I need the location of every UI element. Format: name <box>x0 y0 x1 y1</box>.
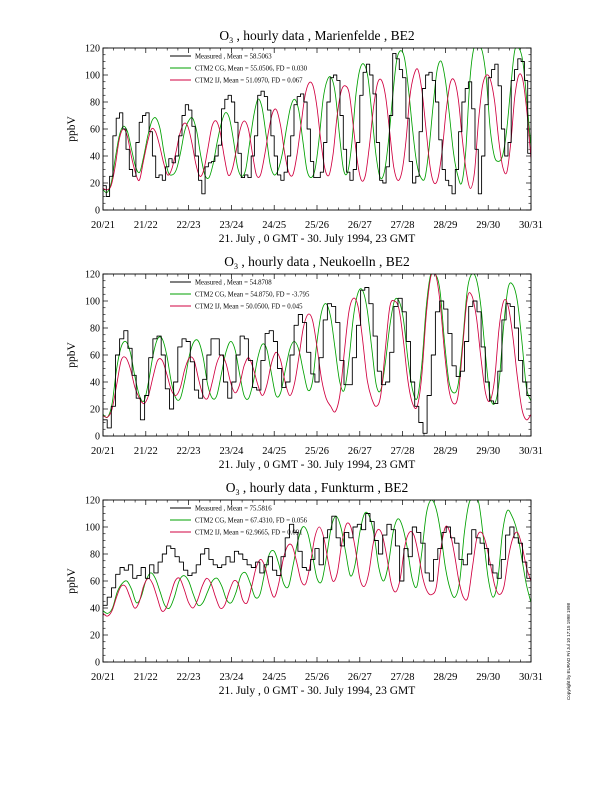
x-tick-label: 28/29 <box>433 446 457 457</box>
y-tick-label: 0 <box>95 658 100 669</box>
legend-label: CTM2 CG, Mean = 55.0506, FD = 0.030 <box>195 66 308 73</box>
legend: Measured , Mean = 54.8708 CTM2 CG, Mean =… <box>170 280 310 311</box>
x-tick-label: 28/29 <box>433 672 457 683</box>
y-axis-label: ppbV <box>66 568 78 594</box>
y-tick-label: 20 <box>90 405 100 416</box>
x-tick-label: 28/29 <box>433 220 457 231</box>
x-tick-label: 29/30 <box>476 446 500 457</box>
y-tick-label: 120 <box>85 44 100 55</box>
y-axis-label: ppbV <box>66 116 78 142</box>
series-line-ctm2-cg <box>103 48 531 194</box>
series-line-measured <box>103 513 531 606</box>
chart-panel-2: O3 , hourly data , Neukoelln , BE2 0 20 40 6… <box>66 254 543 471</box>
legend-label: Measured , Mean = 75.5816 <box>195 506 272 513</box>
y-tick-label: 80 <box>90 324 100 335</box>
x-tick-label: 25/26 <box>305 220 329 231</box>
x-tick-label: 24/25 <box>262 446 286 457</box>
y-tick-label: 80 <box>90 550 100 561</box>
y-tick-label: 20 <box>90 631 100 642</box>
x-tick-label: 25/26 <box>305 672 329 683</box>
x-axis-label: 21. July , 0 GMT - 30. July 1994, 23 GMT <box>219 685 416 697</box>
x-tick-label: 30/31 <box>519 446 543 457</box>
series-line-measured <box>103 287 531 434</box>
x-tick-label: 21/22 <box>134 672 158 683</box>
plot-area <box>103 500 531 617</box>
legend-label: CTM2 IJ, Mean = 50.0500, FD = 0.045 <box>195 304 303 311</box>
x-tick-label: 20/21 <box>91 446 115 457</box>
x-tick-label: 27/28 <box>391 446 415 457</box>
x-tick-label: 23/24 <box>219 446 244 457</box>
x-tick-label: 27/28 <box>391 672 415 683</box>
x-tick-label: 21/22 <box>134 220 158 231</box>
x-tick-label: 30/31 <box>519 672 543 683</box>
y-tick-label: 100 <box>85 297 100 308</box>
series-line-ctm2-ij <box>103 68 531 191</box>
y-tick-label: 120 <box>85 496 100 507</box>
legend-label: Measured , Mean = 54.8708 <box>195 280 272 287</box>
y-tick-label: 120 <box>85 270 100 281</box>
chart-panel-1: O3 , hourly data , Marienfelde , BE2 0 20 4… <box>66 28 543 245</box>
chart-panel-3: O3 , hourly data , Funkturm , BE2 0 20 40 60… <box>66 480 543 697</box>
legend-label: Measured , Mean = 58.5063 <box>195 54 272 61</box>
y-tick-label: 40 <box>90 604 100 615</box>
y-tick-label: 60 <box>90 351 100 362</box>
x-tick-label: 29/30 <box>476 220 500 231</box>
series-line-ctm2-ij <box>103 522 531 617</box>
x-tick-label: 26/27 <box>348 446 372 457</box>
x-axis-label: 21. July , 0 GMT - 30. July 1994, 23 GMT <box>219 459 416 471</box>
plot-frame <box>102 499 532 663</box>
legend-label: CTM2 IJ, Mean = 51.0970, FD = 0.067 <box>195 78 303 85</box>
x-axis-label: 21. July , 0 GMT - 30. July 1994, 23 GMT <box>219 233 416 245</box>
chart-title: O3 , hourly data , Neukoelln , BE2 <box>224 254 409 271</box>
x-tick-label: 20/21 <box>91 220 115 231</box>
x-tick-label: 27/28 <box>391 220 415 231</box>
x-tick-label: 29/30 <box>476 672 500 683</box>
y-tick-label: 100 <box>85 71 100 82</box>
series-line-ctm2-cg <box>103 500 531 614</box>
x-tick-label: 20/21 <box>91 672 115 683</box>
x-tick-label: 22/23 <box>177 672 201 683</box>
plot-frame <box>102 273 532 437</box>
legend-label: CTM2 CG, Mean = 67.4310, FD = 0.056 <box>195 518 308 525</box>
legend: Measured , Mean = 75.5816 CTM2 CG, Mean =… <box>170 506 308 537</box>
x-tick-label: 24/25 <box>262 220 286 231</box>
copyright-text: Copyright by EURAD Fri Jul 10 17:15 1998… <box>566 602 571 700</box>
x-tick-label: 26/27 <box>348 672 372 683</box>
y-tick-label: 80 <box>90 98 100 109</box>
x-tick-label: 22/23 <box>177 446 201 457</box>
chart-title: O3 , hourly data , Funkturm , BE2 <box>226 480 409 497</box>
y-tick-label: 0 <box>95 206 100 217</box>
y-tick-label: 40 <box>90 378 100 389</box>
legend-label: CTM2 CG, Mean = 54.8750, FD = -3.795 <box>195 292 310 299</box>
y-tick-label: 40 <box>90 152 100 163</box>
y-tick-label: 0 <box>95 432 100 443</box>
x-tick-label: 24/25 <box>262 672 286 683</box>
plot-area <box>103 48 531 197</box>
legend-label: CTM2 IJ, Mean = 62.9665, FD = 0.091 <box>195 530 303 537</box>
x-tick-label: 30/31 <box>519 220 543 231</box>
legend: Measured , Mean = 58.5063 CTM2 CG, Mean =… <box>170 54 308 85</box>
x-tick-label: 25/26 <box>305 446 329 457</box>
y-axis-label: ppbV <box>66 342 78 368</box>
y-tick-label: 60 <box>90 577 100 588</box>
plot-frame <box>102 47 532 211</box>
x-tick-label: 23/24 <box>219 672 244 683</box>
x-tick-label: 21/22 <box>134 446 158 457</box>
y-tick-label: 100 <box>85 523 100 534</box>
series-line-ctm2-ij <box>103 274 531 421</box>
x-tick-label: 22/23 <box>177 220 201 231</box>
x-tick-label: 26/27 <box>348 220 372 231</box>
series-line-measured <box>103 52 531 197</box>
plot-area <box>103 274 531 434</box>
y-tick-label: 20 <box>90 179 100 190</box>
x-tick-label: 23/24 <box>219 220 244 231</box>
y-tick-label: 60 <box>90 125 100 136</box>
chart-title: O3 , hourly data , Marienfelde , BE2 <box>219 28 414 45</box>
